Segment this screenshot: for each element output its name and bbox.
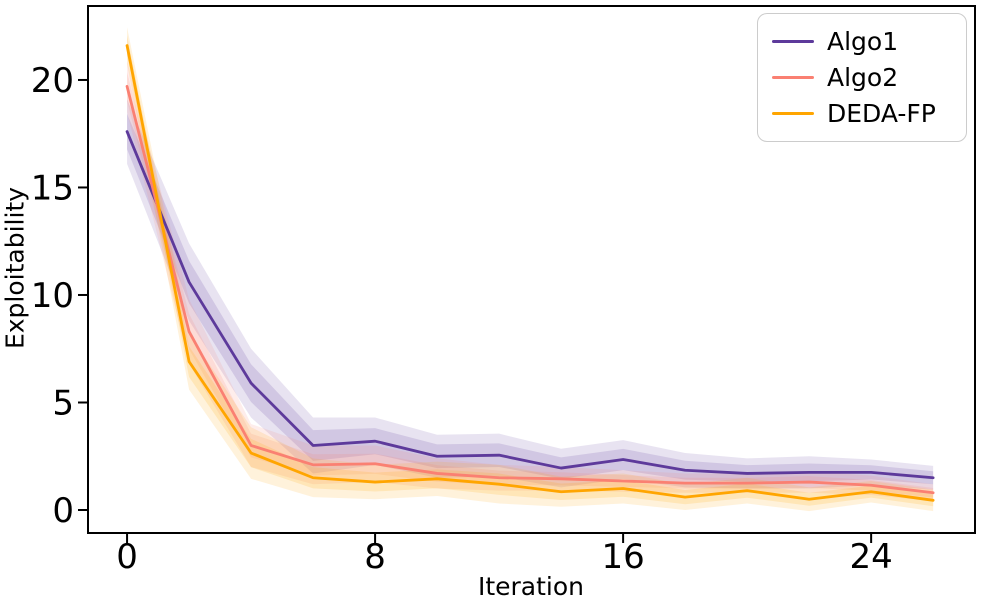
- legend-label-algo2: Algo2: [827, 62, 899, 92]
- x-tick-label: 8: [364, 537, 386, 577]
- legend-label-deda-fp: DEDA-FP: [827, 98, 936, 128]
- legend-item-deda-fp: DEDA-FP: [772, 95, 952, 131]
- y-tick-label: 15: [31, 168, 74, 208]
- x-tick-label: 16: [601, 537, 644, 577]
- y-tick-label: 5: [52, 383, 74, 423]
- x-tick-label: 24: [850, 537, 893, 577]
- series-line-deda-fp: [125, 44, 935, 502]
- algo1-line-swatch-icon: [772, 39, 814, 43]
- series-line-algo2: [125, 85, 935, 495]
- legend-item-algo1: Algo1: [772, 23, 952, 59]
- x-tick-label: 0: [116, 537, 138, 577]
- series-line-algo1: [125, 130, 935, 480]
- deda-fp-line-swatch-icon: [772, 111, 814, 115]
- legend: Algo1 Algo2 DEDA-FP: [757, 13, 967, 142]
- y-tick-label: 10: [31, 276, 74, 316]
- y-axis-label: Exploitability: [0, 186, 30, 350]
- algo2-line-swatch-icon: [772, 75, 814, 79]
- y-tick-label: 20: [31, 61, 74, 101]
- plot-border: [87, 5, 976, 534]
- x-axis-label: Iteration: [477, 572, 585, 601]
- legend-item-algo2: Algo2: [772, 59, 952, 95]
- y-tick-label: 0: [52, 491, 74, 531]
- legend-label-algo1: Algo1: [827, 26, 899, 56]
